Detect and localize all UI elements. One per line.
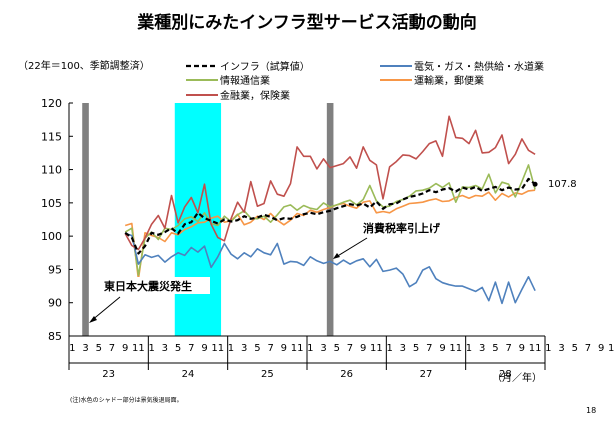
tax-arrowhead [333,253,340,259]
shaded-periods [82,103,334,336]
x-month-tick-label: 11 [370,343,383,354]
legend-item-utility: 電気・ガス・熱供給・水道業 [380,60,544,73]
x-month-tick-label: 9 [122,343,128,354]
x-axis-unit-label: （月／年） [492,371,542,384]
x-month-tick-label: 11 [132,343,145,354]
y-tick-label: 115 [41,130,62,143]
x-month-tick-label: 1 [69,343,75,354]
legend-label-infra: インフラ（試算値） [220,60,310,73]
x-month-tick-label: 11 [211,343,224,354]
y-tick-label: 110 [41,164,62,177]
earthquake-annotation: 東日本大震災発生 [89,277,210,323]
x-month-tick-label: 3 [400,343,406,354]
x-month-tick-label: 3 [479,343,485,354]
end-value-marker [532,181,538,187]
x-month-tick-label: 5 [175,343,181,354]
x-axis: 1 3 5 7 9 11 1 3 5 7 9 11 1 3 5 7 9 11 1 3 5 7 9 11 1 3 5 7 9 11 1 3 5 7 9… [68,335,615,380]
series-line-finance [124,115,536,251]
x-month-tick-label: 7 [109,343,115,354]
y-tick-label: 85 [48,330,62,343]
series-line-info [124,164,536,277]
x-month-tick-label: 1 [545,343,551,354]
x-month-tick-label: 9 [201,343,207,354]
y-tick-label: 90 [48,297,62,310]
legend-item-infra: インフラ（試算値） [186,60,310,73]
y-tick-label: 120 [41,97,62,110]
chart-title: 業種別にみたインフラ型サービス活動の動向 [137,12,477,33]
x-month-tick-label: 11 [608,343,615,354]
x-month-tick-label: 7 [347,343,353,354]
event-bar-0 [82,103,89,336]
x-month-tick-label: 7 [585,343,591,354]
x-month-tick-label: 5 [96,343,102,354]
tax-arrow [335,237,368,258]
legend-label-utility: 電気・ガス・熱供給・水道業 [414,60,544,73]
legend-item-transport: 運輸業，郵便業 [380,74,484,87]
y-axis: 85 90 95 100 105 110 115 120 [41,97,73,343]
x-month-tick-label: 9 [519,343,525,354]
series-lines [124,115,538,305]
x-month-tick-label: 3 [162,343,168,354]
earthquake-arrowhead [89,316,97,323]
x-month-tick-label: 3 [82,343,88,354]
legend-label-finance: 金融業，保険業 [220,89,290,102]
x-month-tick-label: 7 [267,343,273,354]
x-month-tick-label: 3 [558,343,564,354]
tax-annotation: 消費税率引上げ [333,221,441,259]
y-tick-label: 105 [41,197,62,210]
x-month-tick-label: 5 [413,343,419,354]
earthquake-label: 東日本大震災発生 [104,279,192,293]
end-value-label: 107.8 [548,179,577,190]
earthquake-label-box [101,277,210,294]
series-line-utility [124,232,536,305]
page-number: 18 [586,406,596,415]
x-month-tick-label: 9 [360,343,366,354]
x-year-label: 26 [340,369,353,380]
x-year-label: 25 [261,369,274,380]
tax-label: 消費税率引上げ [363,221,441,235]
x-month-tick-label: 1 [307,343,313,354]
x-month-tick-label: 7 [426,343,432,354]
x-month-tick-label: 1 [148,343,154,354]
legend-item-finance: 金融業，保険業 [186,89,290,102]
x-month-tick-label: 5 [572,343,578,354]
x-month-tick-label: 3 [320,343,326,354]
x-month-tick-label: 5 [334,343,340,354]
legend-item-info: 情報通信業 [186,74,270,87]
x-month-tick-label: 5 [492,343,498,354]
recession-shading [174,103,222,336]
x-month-tick-label: 9 [281,343,287,354]
x-month-tick-label: 5 [254,343,260,354]
legend-label-transport: 運輸業，郵便業 [414,74,484,87]
x-year-label: 23 [102,369,115,380]
x-month-tick-label: 7 [188,343,194,354]
x-year-label: 24 [182,369,195,380]
x-month-tick-label: 11 [291,343,304,354]
earthquake-arrow [90,296,121,322]
y-tick-label: 95 [48,263,62,276]
legend-label-info: 情報通信業 [220,74,270,87]
x-month-tick-label: 9 [598,343,604,354]
footnote: (注)水色のシャドー部分は景気後退局面。 [70,396,183,404]
x-month-tick-label: 1 [466,343,472,354]
series-line-infra [124,177,536,255]
x-month-tick-label: 7 [505,343,511,354]
x-month-tick-label: 11 [529,343,542,354]
x-year-label: 27 [420,369,433,380]
x-month-tick-label: 3 [241,343,247,354]
chart-subtitle: （22年＝100、季節調整済） [18,59,150,72]
x-month-tick-label: 1 [386,343,392,354]
x-month-tick-label: 11 [449,343,462,354]
x-month-tick-label: 9 [439,343,445,354]
x-month-tick-label: 1 [228,343,234,354]
legend: インフラ（試算値） 情報通信業 金融業，保険業 電気・ガス・熱供給・水道業 運輸… [186,60,544,102]
x-year-label: 28 [499,369,512,380]
y-tick-label: 100 [41,230,62,243]
event-bar-2 [326,103,334,336]
